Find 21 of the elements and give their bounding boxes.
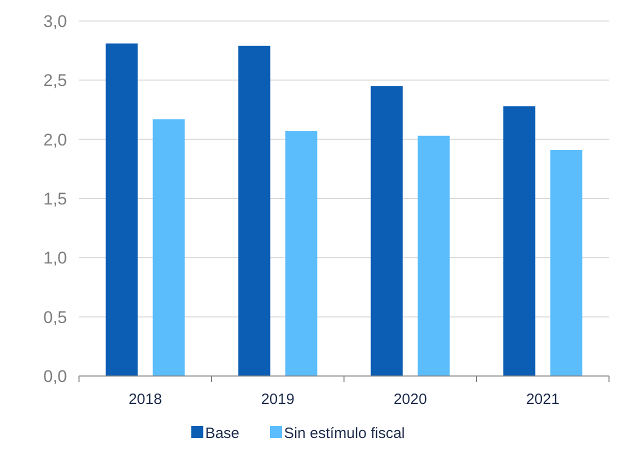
- bar: [152, 119, 185, 376]
- legend-label: Sin estímulo fiscal: [284, 425, 405, 442]
- legend-label: Base: [205, 425, 240, 442]
- bar: [285, 131, 318, 376]
- y-tick-label: 1,0: [43, 248, 67, 268]
- x-tick-label: 2018: [128, 391, 162, 408]
- y-tick-label: 2,0: [43, 130, 67, 150]
- y-tick-label: 1,5: [43, 189, 67, 208]
- y-tick-label: 0,5: [43, 308, 67, 327]
- y-tick-label: 2,5: [43, 71, 67, 90]
- y-tick-label: 0,0: [43, 366, 67, 386]
- bar: [503, 106, 536, 376]
- x-tick-label: 2021: [526, 391, 560, 408]
- bar: [418, 136, 450, 376]
- bar: [370, 86, 403, 376]
- x-tick-label: 2020: [394, 391, 427, 408]
- bar: [238, 46, 270, 376]
- bar: [106, 43, 138, 376]
- bar: [550, 150, 582, 376]
- y-tick-label: 3,0: [43, 12, 67, 31]
- x-tick-label: 2019: [261, 391, 294, 408]
